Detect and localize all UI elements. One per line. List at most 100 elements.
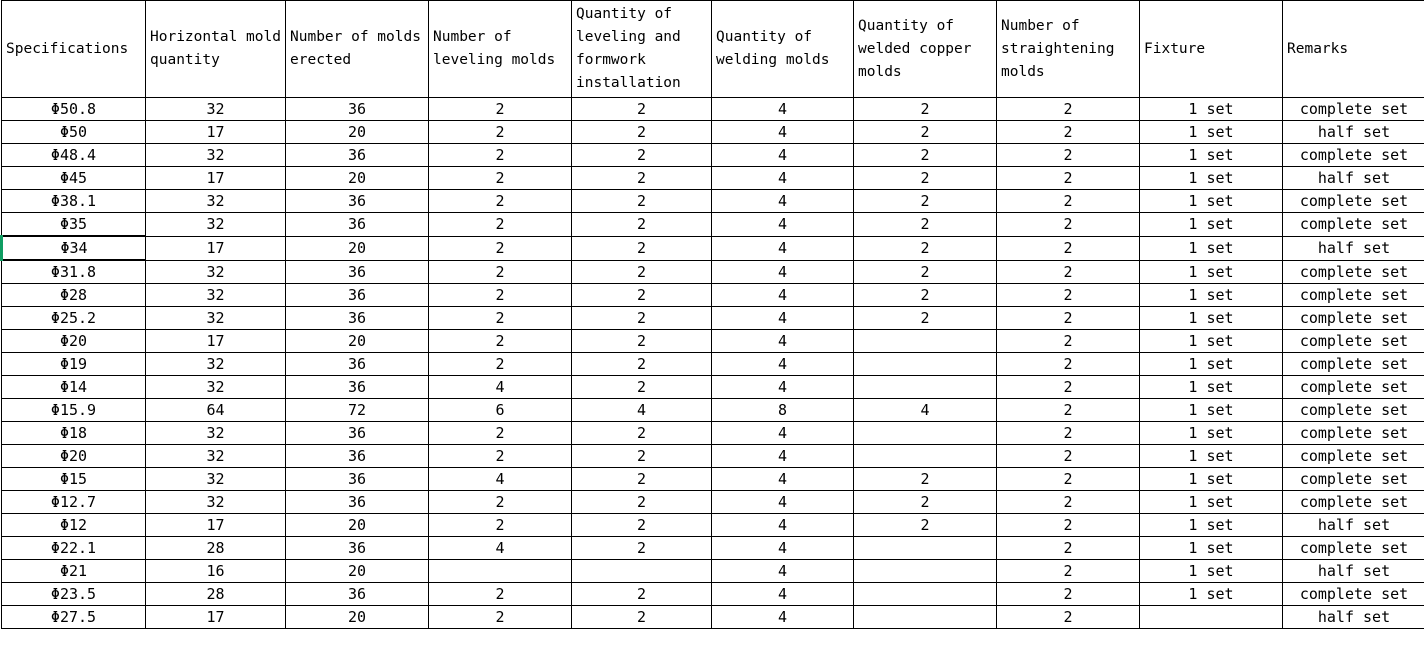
- spec-cell[interactable]: Φ23.5: [1, 582, 146, 606]
- data-cell[interactable]: 36: [285, 421, 429, 445]
- spec-cell[interactable]: Φ14: [1, 375, 146, 399]
- data-cell[interactable]: 2: [996, 166, 1140, 190]
- data-cell[interactable]: 20: [285, 329, 429, 353]
- data-cell[interactable]: 4: [711, 120, 854, 144]
- spec-cell[interactable]: Φ35: [1, 212, 146, 237]
- data-cell[interactable]: complete set: [1282, 283, 1424, 307]
- data-cell[interactable]: 36: [285, 259, 429, 284]
- data-cell[interactable]: 20: [285, 605, 429, 629]
- data-cell[interactable]: 6: [428, 398, 572, 422]
- data-cell[interactable]: complete set: [1282, 467, 1424, 491]
- data-cell[interactable]: 2: [428, 189, 572, 213]
- data-cell[interactable]: 2: [571, 536, 712, 560]
- data-cell[interactable]: 4: [428, 375, 572, 399]
- data-cell[interactable]: 2: [996, 582, 1140, 606]
- data-cell[interactable]: 2: [428, 212, 572, 237]
- data-cell[interactable]: complete set: [1282, 259, 1424, 284]
- data-cell[interactable]: 4: [711, 467, 854, 491]
- data-cell[interactable]: 2: [428, 421, 572, 445]
- data-cell[interactable]: 32: [145, 283, 286, 307]
- data-cell[interactable]: [853, 536, 997, 560]
- column-header[interactable]: Number of leveling molds: [428, 0, 572, 98]
- data-cell[interactable]: 1 set: [1139, 513, 1283, 537]
- data-cell[interactable]: 2: [853, 306, 997, 330]
- data-cell[interactable]: 2: [571, 467, 712, 491]
- data-cell[interactable]: 32: [145, 352, 286, 376]
- data-cell[interactable]: 2: [428, 97, 572, 121]
- data-cell[interactable]: 2: [853, 513, 997, 537]
- data-cell[interactable]: half set: [1282, 235, 1424, 261]
- data-cell[interactable]: 17: [145, 166, 286, 190]
- data-cell[interactable]: 36: [285, 582, 429, 606]
- data-cell[interactable]: 32: [145, 143, 286, 167]
- data-cell[interactable]: 2: [428, 582, 572, 606]
- data-cell[interactable]: 1 set: [1139, 143, 1283, 167]
- spec-cell[interactable]: Φ25.2: [1, 306, 146, 330]
- data-cell[interactable]: 2: [571, 259, 712, 284]
- spec-cell[interactable]: Φ28: [1, 283, 146, 307]
- data-cell[interactable]: 4: [711, 283, 854, 307]
- spec-cell[interactable]: Φ19: [1, 352, 146, 376]
- data-cell[interactable]: 32: [145, 375, 286, 399]
- data-cell[interactable]: 2: [996, 467, 1140, 491]
- data-cell[interactable]: 4: [571, 398, 712, 422]
- data-cell[interactable]: 1 set: [1139, 352, 1283, 376]
- column-header[interactable]: Specifications: [1, 0, 146, 98]
- spec-cell[interactable]: Φ12: [1, 513, 146, 537]
- data-cell[interactable]: 17: [145, 120, 286, 144]
- spec-cell[interactable]: Φ15.9: [1, 398, 146, 422]
- data-cell[interactable]: 32: [145, 467, 286, 491]
- data-cell[interactable]: 2: [996, 398, 1140, 422]
- data-cell[interactable]: 2: [853, 212, 997, 237]
- data-cell[interactable]: 32: [145, 259, 286, 284]
- data-cell[interactable]: 1 set: [1139, 189, 1283, 213]
- data-cell[interactable]: 20: [285, 166, 429, 190]
- data-cell[interactable]: 2: [428, 259, 572, 284]
- data-cell[interactable]: complete set: [1282, 352, 1424, 376]
- data-cell[interactable]: 36: [285, 212, 429, 237]
- data-cell[interactable]: 2: [428, 513, 572, 537]
- column-header[interactable]: Quantity of welded copper molds: [853, 0, 997, 98]
- data-cell[interactable]: 36: [285, 490, 429, 514]
- data-cell[interactable]: 36: [285, 444, 429, 468]
- data-cell[interactable]: 2: [996, 97, 1140, 121]
- data-cell[interactable]: 4: [711, 212, 854, 237]
- data-cell[interactable]: 4: [711, 513, 854, 537]
- data-cell[interactable]: 2: [996, 212, 1140, 237]
- data-cell[interactable]: 2: [853, 166, 997, 190]
- data-cell[interactable]: 2: [571, 375, 712, 399]
- data-cell[interactable]: 1 set: [1139, 536, 1283, 560]
- data-cell[interactable]: 2: [571, 605, 712, 629]
- data-cell[interactable]: 4: [711, 490, 854, 514]
- spec-cell[interactable]: Φ21: [1, 559, 146, 583]
- data-cell[interactable]: 2: [853, 143, 997, 167]
- data-cell[interactable]: complete set: [1282, 143, 1424, 167]
- data-cell[interactable]: 2: [428, 143, 572, 167]
- data-cell[interactable]: 4: [711, 582, 854, 606]
- data-cell[interactable]: 1 set: [1139, 329, 1283, 353]
- data-cell[interactable]: 4: [711, 235, 854, 261]
- spec-cell[interactable]: Φ18: [1, 421, 146, 445]
- spec-cell[interactable]: Φ31.8: [1, 259, 146, 284]
- data-cell[interactable]: 1 set: [1139, 235, 1283, 261]
- data-cell[interactable]: complete set: [1282, 398, 1424, 422]
- spec-cell[interactable]: Φ20: [1, 329, 146, 353]
- spec-cell[interactable]: Φ20: [1, 444, 146, 468]
- spec-cell[interactable]: Φ15: [1, 467, 146, 491]
- data-cell[interactable]: 2: [853, 467, 997, 491]
- column-header[interactable]: Horizontal mold quantity: [145, 0, 286, 98]
- data-cell[interactable]: 28: [145, 582, 286, 606]
- data-cell[interactable]: 2: [996, 329, 1140, 353]
- data-cell[interactable]: 4: [711, 329, 854, 353]
- spec-cell[interactable]: Φ12.7: [1, 490, 146, 514]
- data-cell[interactable]: 2: [996, 306, 1140, 330]
- data-cell[interactable]: [853, 352, 997, 376]
- data-cell[interactable]: 2: [428, 329, 572, 353]
- column-header[interactable]: Quantity of leveling and formwork instal…: [571, 0, 712, 98]
- data-cell[interactable]: 36: [285, 97, 429, 121]
- data-cell[interactable]: 36: [285, 352, 429, 376]
- data-cell[interactable]: 2: [571, 97, 712, 121]
- data-cell[interactable]: [853, 421, 997, 445]
- data-cell[interactable]: 20: [285, 513, 429, 537]
- data-cell[interactable]: 32: [145, 97, 286, 121]
